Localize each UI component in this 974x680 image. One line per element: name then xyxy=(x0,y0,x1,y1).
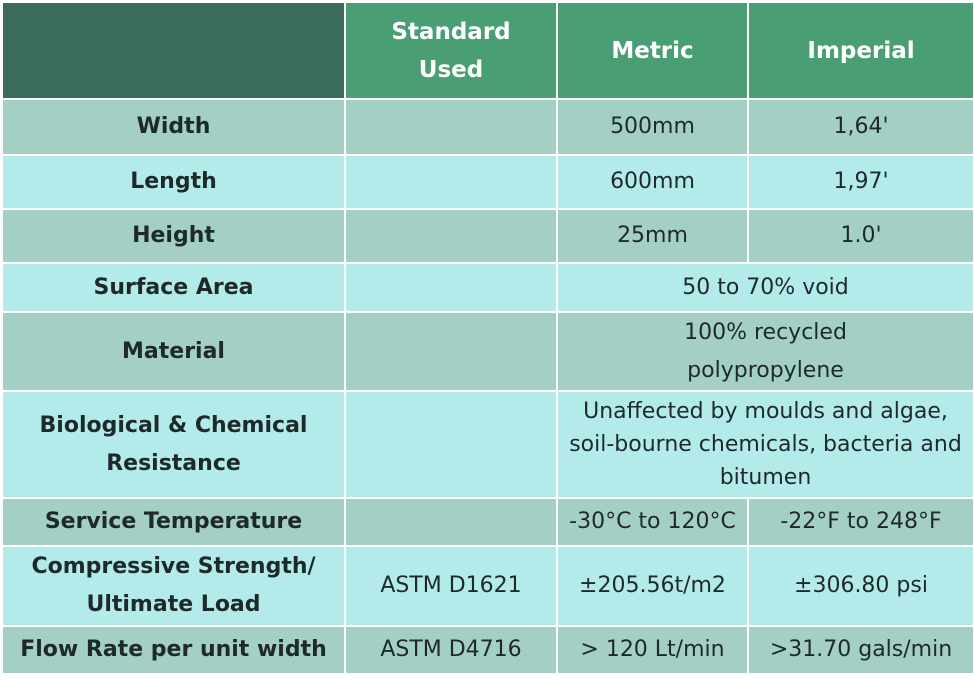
row-label-material: Material xyxy=(1,311,346,392)
metric-cell: -30°C to 120°C xyxy=(556,497,749,547)
row-label-surface-area: Surface Area xyxy=(1,262,346,313)
table-row: Surface Area 50 to 70% void xyxy=(1,262,974,313)
row-label-height: Height xyxy=(1,208,346,264)
standard-cell xyxy=(344,98,558,156)
metric-cell: 500mm xyxy=(556,98,749,156)
imperial-cell: >31.70 gals/min xyxy=(747,625,974,675)
row-label-length: Length xyxy=(1,154,346,210)
standard-cell xyxy=(344,311,558,392)
metric-cell: 25mm xyxy=(556,208,749,264)
standard-cell xyxy=(344,208,558,264)
standard-cell: ASTM D4716 xyxy=(344,625,558,675)
table-row: Service Temperature -30°C to 120°C -22°F… xyxy=(1,497,974,547)
imperial-cell: 1.0' xyxy=(747,208,974,264)
standard-cell xyxy=(344,497,558,547)
imperial-cell: -22°F to 248°F xyxy=(747,497,974,547)
header-imperial: Imperial xyxy=(747,1,974,100)
table-row: Material 100% recycled polypropylene xyxy=(1,311,974,392)
standard-cell xyxy=(344,262,558,313)
header-standard-used: Standard Used xyxy=(344,1,558,100)
table-row: Compressive Strength/Ultimate Load ASTM … xyxy=(1,545,974,627)
imperial-cell: ±306.80 psi xyxy=(747,545,974,627)
imperial-cell: 1,64' xyxy=(747,98,974,156)
row-label-service-temperature: Service Temperature xyxy=(1,497,346,547)
row-label-bio-chem: Biological & Chemical Resistance xyxy=(1,390,346,499)
metric-cell: ±205.56t/m2 xyxy=(556,545,749,627)
merged-value-cell: Unaffected by moulds and algae, soil-bour… xyxy=(556,390,974,499)
row-label-flow-rate: Flow Rate per unit width xyxy=(1,625,346,675)
header-corner-cell xyxy=(1,1,346,100)
merged-value-cell: 50 to 70% void xyxy=(556,262,974,313)
header-row: Standard Used Metric Imperial xyxy=(1,1,974,100)
table-row: Height 25mm 1.0' xyxy=(1,208,974,264)
header-metric: Metric xyxy=(556,1,749,100)
merged-value-cell: 100% recycled polypropylene xyxy=(556,311,974,392)
imperial-cell: 1,97' xyxy=(747,154,974,210)
standard-cell xyxy=(344,154,558,210)
metric-cell: > 120 Lt/min xyxy=(556,625,749,675)
metric-cell: 600mm xyxy=(556,154,749,210)
table-row: Width 500mm 1,64' xyxy=(1,98,974,156)
standard-cell: ASTM D1621 xyxy=(344,545,558,627)
table-row: Length 600mm 1,97' xyxy=(1,154,974,210)
standard-cell xyxy=(344,390,558,499)
table-row: Biological & Chemical Resistance Unaffect… xyxy=(1,390,974,499)
row-label-compressive-strength: Compressive Strength/Ultimate Load xyxy=(1,545,346,627)
row-label-width: Width xyxy=(1,98,346,156)
table-row: Flow Rate per unit width ASTM D4716 > 12… xyxy=(1,625,974,675)
